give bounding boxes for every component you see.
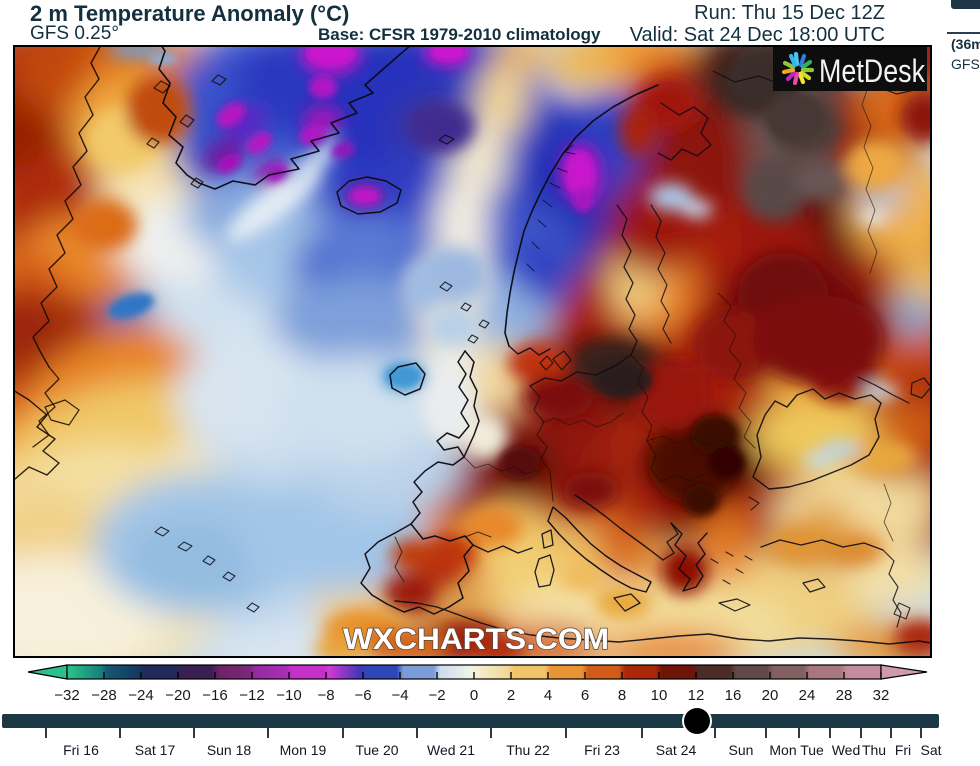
svg-text:−4: −4 — [391, 687, 408, 704]
svg-text:−10: −10 — [276, 687, 301, 704]
svg-text:WXCHARTS.COM: WXCHARTS.COM — [343, 623, 609, 656]
svg-text:6: 6 — [581, 687, 589, 704]
svg-text:4: 4 — [544, 687, 552, 704]
svg-text:16: 16 — [725, 687, 742, 704]
svg-text:−12: −12 — [239, 687, 264, 704]
svg-text:Tue 20: Tue 20 — [355, 742, 398, 758]
svg-text:−28: −28 — [91, 687, 116, 704]
svg-text:Sat 17: Sat 17 — [135, 742, 176, 758]
svg-text:Sat 24: Sat 24 — [656, 742, 697, 758]
svg-text:Fri 23: Fri 23 — [584, 742, 620, 758]
svg-text:−2: −2 — [428, 687, 445, 704]
svg-text:−16: −16 — [202, 687, 227, 704]
svg-text:MetDesk: MetDesk — [819, 53, 926, 89]
svg-text:0: 0 — [470, 687, 478, 704]
svg-text:−20: −20 — [165, 687, 190, 704]
svg-text:Sat: Sat — [920, 742, 941, 758]
svg-text:Sun: Sun — [729, 742, 754, 758]
svg-text:24: 24 — [799, 687, 816, 704]
svg-text:Sun 18: Sun 18 — [207, 742, 252, 758]
svg-text:−6: −6 — [354, 687, 371, 704]
svg-text:2: 2 — [507, 687, 515, 704]
svg-text:32: 32 — [873, 687, 890, 704]
svg-text:Wed 21: Wed 21 — [427, 742, 475, 758]
svg-text:−8: −8 — [317, 687, 334, 704]
svg-text:−32: −32 — [54, 687, 79, 704]
svg-text:Thu: Thu — [862, 742, 886, 758]
svg-text:Fri: Fri — [895, 742, 911, 758]
svg-text:Wed: Wed — [832, 742, 861, 758]
svg-text:10: 10 — [651, 687, 668, 704]
svg-text:12: 12 — [688, 687, 705, 704]
svg-text:20: 20 — [762, 687, 779, 704]
svg-text:Mon: Mon — [769, 742, 796, 758]
svg-text:8: 8 — [618, 687, 626, 704]
svg-text:Tue: Tue — [800, 742, 824, 758]
svg-text:Mon 19: Mon 19 — [280, 742, 327, 758]
svg-text:Thu 22: Thu 22 — [506, 742, 550, 758]
svg-text:−24: −24 — [128, 687, 153, 704]
svg-text:Fri 16: Fri 16 — [63, 742, 99, 758]
svg-text:28: 28 — [836, 687, 853, 704]
